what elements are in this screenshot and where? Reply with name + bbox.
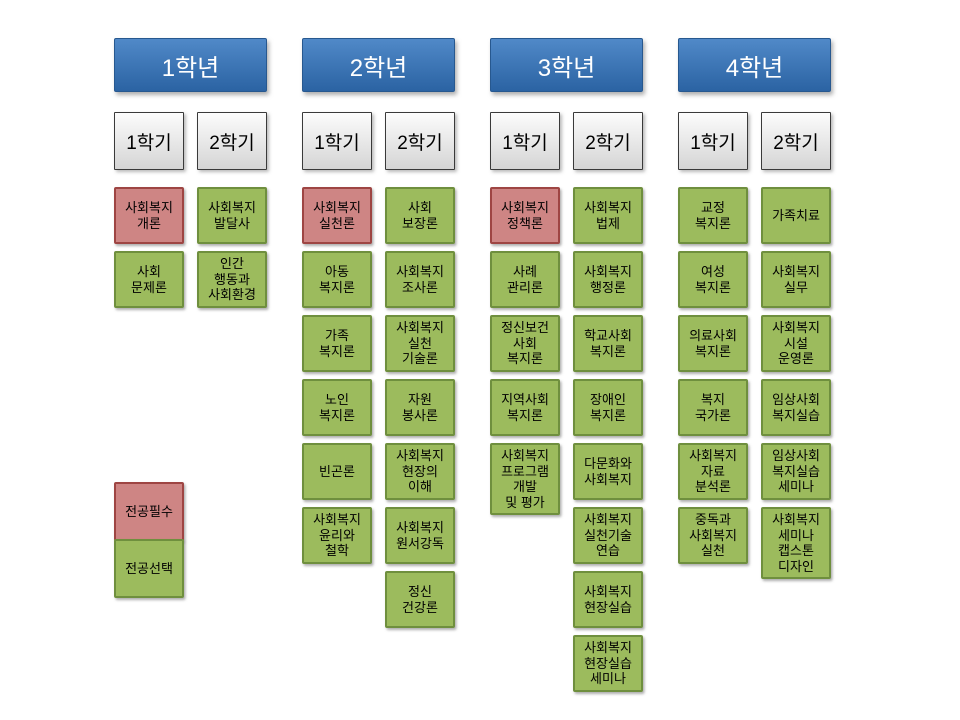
course-box: 사회복지 현장실습 [573,571,643,628]
semester-box: 2학기 [197,112,267,170]
course-box: 사회복지 실천론 [302,187,372,244]
course-box: 다문화와 사회복지 [573,443,643,500]
course-box: 장애인 복지론 [573,379,643,436]
semester-box: 2학기 [761,112,831,170]
year-header-1: 1학년 [114,38,267,92]
year-header-2: 2학년 [302,38,455,92]
course-box: 학교사회 복지론 [573,315,643,372]
semester-box: 1학기 [678,112,748,170]
course-box: 사회복지 자료 분석론 [678,443,748,500]
course-box: 사회복지 조사론 [385,251,455,308]
course-box: 사회 문제론 [114,251,184,308]
semester-box: 1학기 [114,112,184,170]
course-box: 사회복지 실천 기술론 [385,315,455,372]
course-box: 임상사회 복지실습 [761,379,831,436]
legend-elective-box: 전공선택 [114,539,184,598]
course-box: 아동 복지론 [302,251,372,308]
course-box: 자원 봉사론 [385,379,455,436]
course-box: 사례 관리론 [490,251,560,308]
course-box: 정신 건강론 [385,571,455,628]
course-box: 인간 행동과 사회환경 [197,251,267,308]
course-box: 중독과 사회복지 실천 [678,507,748,564]
course-box: 사회복지 프로그램 개발 및 평가 [490,443,560,516]
course-box: 지역사회 복지론 [490,379,560,436]
course-box: 정신보건 사회 복지론 [490,315,560,372]
course-box: 사회 보장론 [385,187,455,244]
year-column-2: 2학년 1학기 사회복지 실천론 아동 복지론 가족 복지론 노인 복지론 빈곤론 사회복지 … [302,38,455,628]
course-box: 의료사회 복지론 [678,315,748,372]
semester-box: 1학기 [490,112,560,170]
semester-box: 1학기 [302,112,372,170]
course-box: 사회복지 정책론 [490,187,560,244]
course-box: 사회복지 윤리와 철학 [302,507,372,564]
course-box: 사회복지 현장의 이해 [385,443,455,500]
course-box: 교정 복지론 [678,187,748,244]
year-header-4: 4학년 [678,38,831,92]
course-box: 여성 복지론 [678,251,748,308]
course-box: 사회복지 실천기술 연습 [573,507,643,564]
course-box: 가족치료 [761,187,831,244]
legend: 전공필수 전공선택 [114,482,184,598]
semester-box: 2학기 [385,112,455,170]
course-box: 가족 복지론 [302,315,372,372]
semester-row: 1학기 사회복지 개론 사회 문제론 2학기 사회복지 발달사 인간 행동과 사회환경 [114,112,267,308]
course-box: 사회복지 법제 [573,187,643,244]
year-column-3: 3학년 1학기 사회복지 정책론 사례 관리론 정신보건 사회 복지론 지역사회 복지론 사… [490,38,643,692]
course-box: 사회복지 시설 운영론 [761,315,831,372]
course-box: 사회복지 개론 [114,187,184,244]
course-box: 사회복지 실무 [761,251,831,308]
course-box: 사회복지 행정론 [573,251,643,308]
course-box: 사회복지 현장실습 세미나 [573,635,643,692]
year-column-1: 1학년 1학기 사회복지 개론 사회 문제론 2학기 사회복지 발달사 인간 행동과 사회환… [114,38,267,308]
course-box: 사회복지 발달사 [197,187,267,244]
legend-required-box: 전공필수 [114,482,184,541]
course-box: 빈곤론 [302,443,372,500]
course-box: 임상사회 복지실습 세미나 [761,443,831,500]
course-box: 노인 복지론 [302,379,372,436]
course-box: 사회복지 원서강독 [385,507,455,564]
year-header-3: 3학년 [490,38,643,92]
semester-box: 2학기 [573,112,643,170]
course-box: 사회복지 세미나 캡스톤 디자인 [761,507,831,580]
semester-row: 1학기 사회복지 정책론 사례 관리론 정신보건 사회 복지론 지역사회 복지론 사회복지… [490,112,643,692]
course-box: 복지 국가론 [678,379,748,436]
